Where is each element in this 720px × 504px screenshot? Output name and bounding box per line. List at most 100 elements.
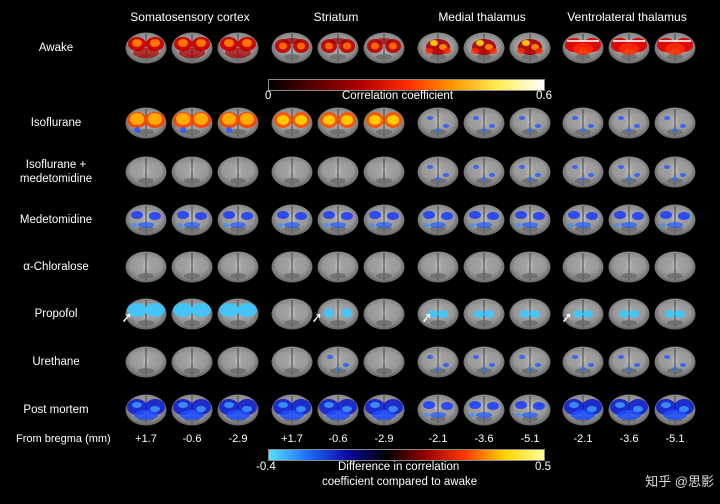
- brain-slice: [561, 297, 605, 331]
- brain-slice: [362, 31, 406, 65]
- bregma-coordinate: -5.1: [665, 433, 685, 445]
- brain-slice: [270, 345, 314, 379]
- brain-slice: [561, 393, 605, 427]
- brain-slice: [216, 345, 260, 379]
- brain-slice: [170, 155, 214, 189]
- brain-slice: [362, 393, 406, 427]
- bregma-coordinate: -3.6: [619, 433, 639, 445]
- brain-slice: [416, 203, 460, 237]
- brain-slice: [216, 203, 260, 237]
- brain-slice: [216, 393, 260, 427]
- row-label: Medetomidine: [19, 214, 93, 226]
- brain-slice: [316, 106, 360, 140]
- difference-min: -0.4: [256, 461, 276, 473]
- brain-slice: [462, 155, 506, 189]
- brain-slice: [170, 106, 214, 140]
- brain-slice: [607, 250, 651, 284]
- difference-label: coefficient compared to awake: [322, 476, 478, 488]
- brain-slice: [362, 155, 406, 189]
- brain-slice: [607, 297, 651, 331]
- brain-slice: [170, 345, 214, 379]
- row-label: Isoflurane + medetomidine: [19, 159, 93, 185]
- correlation-colorbar: [268, 79, 545, 91]
- brain-slice: [316, 345, 360, 379]
- brain-slice: [462, 106, 506, 140]
- brain-slice: [124, 393, 168, 427]
- bregma-coordinate: -2.1: [573, 433, 593, 445]
- brain-slice: [462, 297, 506, 331]
- brain-slice: [270, 106, 314, 140]
- brain-slice: [508, 297, 552, 331]
- bregma-coordinate: -5.1: [520, 433, 540, 445]
- brain-slice: [561, 345, 605, 379]
- arrow-icon: ➚: [560, 308, 574, 326]
- column-title: Somatosensory cortex: [130, 10, 250, 24]
- brain-slice: [653, 31, 697, 65]
- bregma-coordinate: -2.9: [374, 433, 394, 445]
- difference-colorbar: [268, 449, 545, 461]
- brain-slice: [561, 250, 605, 284]
- column-title: Medial thalamus: [438, 10, 526, 24]
- brain-slice: [270, 297, 314, 331]
- brain-slice: [416, 250, 460, 284]
- brain-slice: [170, 203, 214, 237]
- brain-slice: [561, 155, 605, 189]
- brain-slice: [124, 203, 168, 237]
- brain-slice: [462, 345, 506, 379]
- brain-slice: [170, 31, 214, 65]
- brain-slice: [416, 106, 460, 140]
- bregma-coordinate: -0.6: [182, 433, 202, 445]
- watermark: 知乎 @思影: [645, 474, 714, 489]
- row-label: Propofol: [34, 308, 78, 320]
- brain-slice: [362, 250, 406, 284]
- brain-slice: [216, 155, 260, 189]
- brain-slice: [508, 393, 552, 427]
- correlation-min: 0: [265, 90, 272, 102]
- brain-slice: [653, 345, 697, 379]
- brain-slice: [316, 297, 360, 331]
- brain-slice: [124, 155, 168, 189]
- brain-slice: [362, 345, 406, 379]
- brain-slice: [124, 31, 168, 65]
- brain-slice: [416, 297, 460, 331]
- brain-slice: [607, 203, 651, 237]
- brain-slice: [607, 106, 651, 140]
- brain-slice: [270, 203, 314, 237]
- bregma-coordinate: -0.6: [328, 433, 348, 445]
- brain-slice: [462, 393, 506, 427]
- bregma-label: From bregma (mm): [16, 433, 111, 445]
- arrow-icon: ➚: [310, 308, 324, 326]
- brain-slice: [270, 393, 314, 427]
- brain-slice: [462, 250, 506, 284]
- brain-slice: [270, 31, 314, 65]
- brain-slice: [416, 345, 460, 379]
- bregma-coordinate: +1.7: [281, 433, 303, 445]
- brain-slice: [508, 106, 552, 140]
- row-label: Awake: [38, 42, 74, 54]
- brain-slice: [462, 203, 506, 237]
- brain-slice: [561, 203, 605, 237]
- row-label: Urethane: [32, 356, 80, 368]
- brain-slice: [508, 203, 552, 237]
- brain-slice: [607, 31, 651, 65]
- brain-slice: [653, 155, 697, 189]
- correlation-label: Correlation coefficient: [342, 90, 454, 102]
- brain-slice: [316, 250, 360, 284]
- brain-slice: [508, 345, 552, 379]
- brain-slice: [270, 155, 314, 189]
- brain-slice: [561, 106, 605, 140]
- brain-slice: [416, 393, 460, 427]
- brain-slice: [170, 250, 214, 284]
- brain-slice: [316, 393, 360, 427]
- brain-slice: [124, 297, 168, 331]
- brain-slice: [416, 155, 460, 189]
- brain-slice: [216, 250, 260, 284]
- brain-slice: [607, 393, 651, 427]
- brain-slice: [124, 250, 168, 284]
- difference-max: 0.5: [535, 461, 551, 473]
- brain-slice: [416, 31, 460, 65]
- brain-slice: [653, 250, 697, 284]
- brain-slice: [216, 106, 260, 140]
- brain-slice: [607, 155, 651, 189]
- brain-slice: [124, 106, 168, 140]
